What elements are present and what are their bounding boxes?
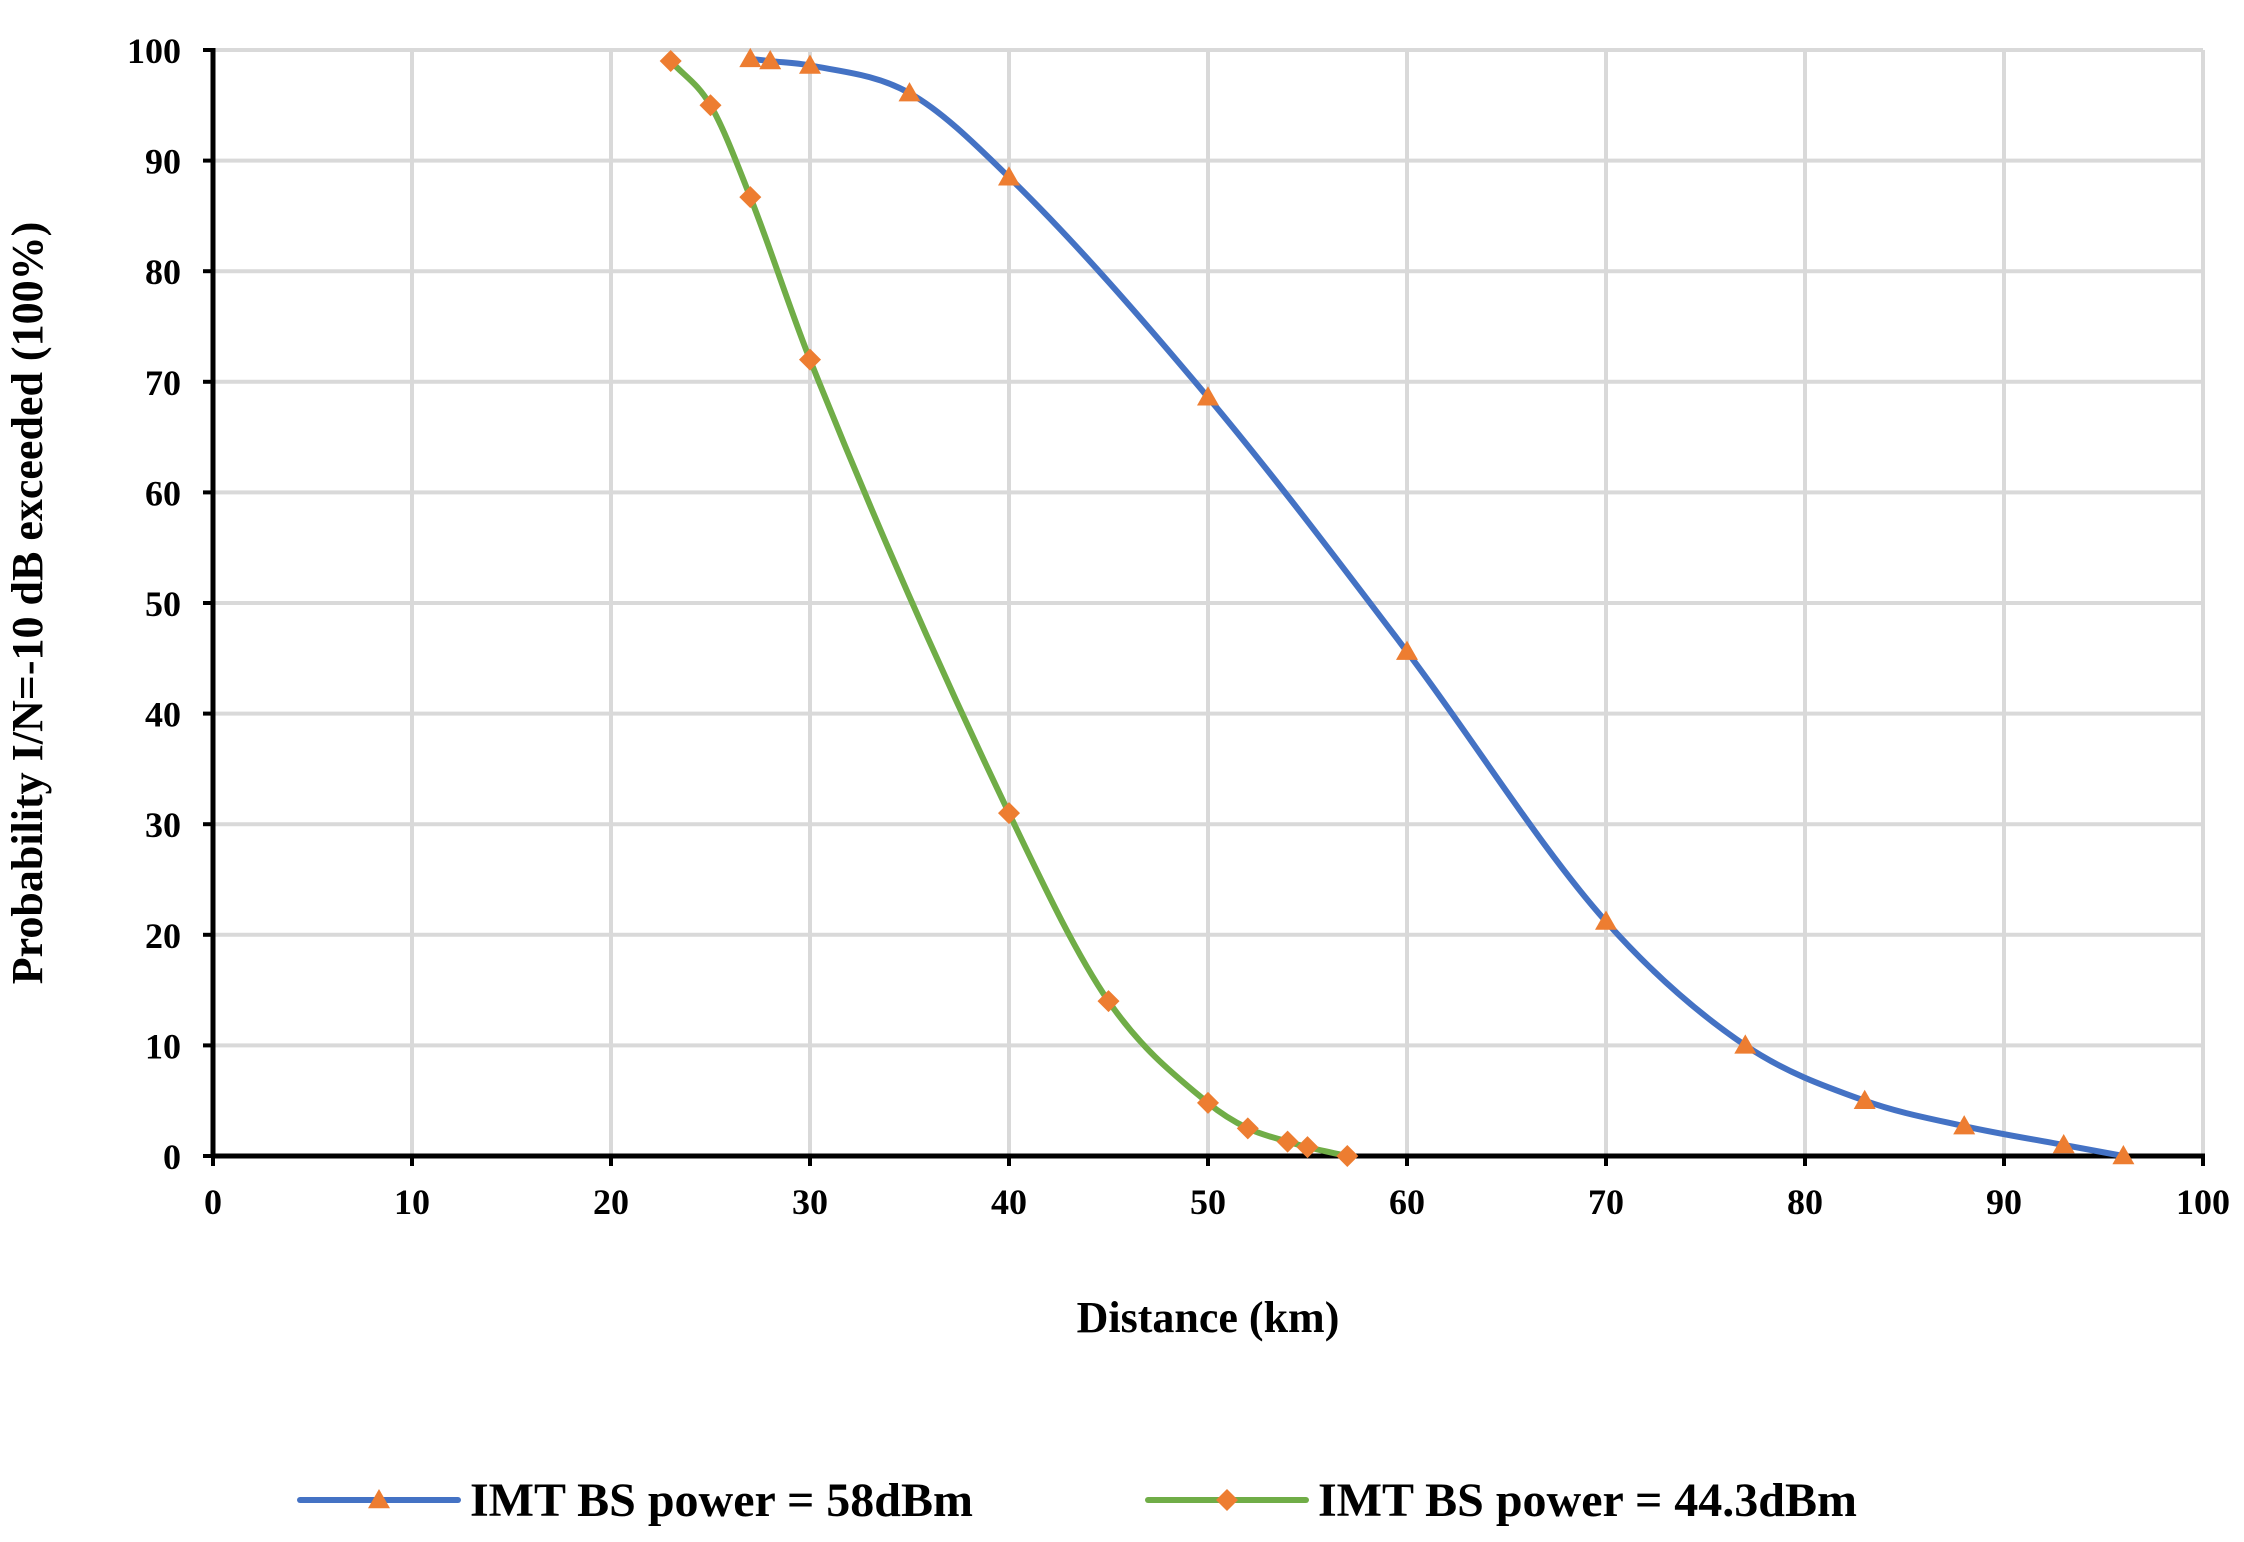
x-tick-label: 80 xyxy=(1787,1182,1823,1222)
y-tick-label: 10 xyxy=(145,1026,181,1066)
y-tick-label: 70 xyxy=(145,363,181,403)
data-point-marker xyxy=(1296,1136,1319,1159)
data-point-marker xyxy=(739,47,762,68)
x-axis-title: Distance (km) xyxy=(1077,1293,1340,1342)
data-point-marker xyxy=(2052,1133,2075,1154)
grid xyxy=(213,48,2205,1156)
series-2 xyxy=(659,50,1359,1167)
data-point-marker xyxy=(1197,386,1219,406)
data-point-marker xyxy=(898,82,921,102)
data-point-marker xyxy=(2112,1145,2135,1165)
data-point-marker xyxy=(759,50,782,70)
data-point-marker xyxy=(1197,1091,1219,1114)
y-tick-label: 50 xyxy=(145,584,181,624)
data-point-marker xyxy=(739,186,762,209)
legend-label: IMT BS power = 58dBm xyxy=(470,1474,973,1527)
y-tick-label: 20 xyxy=(145,916,181,956)
data-point-marker xyxy=(998,166,1020,186)
data-point-marker xyxy=(1396,640,1418,660)
data-point-marker xyxy=(799,348,821,371)
y-tick-label: 60 xyxy=(145,473,181,513)
data-point-marker xyxy=(1336,1145,1359,1167)
data-point-marker xyxy=(659,50,682,73)
legend-label: IMT BS power = 44.3dBm xyxy=(1318,1474,1857,1527)
data-point-marker xyxy=(1276,1130,1299,1153)
legend-swatch-marker xyxy=(1216,1489,1238,1511)
x-tick-label: 50 xyxy=(1190,1182,1226,1222)
y-tick-label: 40 xyxy=(145,695,181,735)
data-point-marker xyxy=(699,94,722,117)
x-tick-label: 70 xyxy=(1588,1182,1624,1222)
y-tick-label: 0 xyxy=(163,1137,181,1177)
series-layer xyxy=(659,47,2135,1167)
x-tick-label: 0 xyxy=(204,1182,222,1222)
y-tick-label: 90 xyxy=(145,142,181,182)
x-tick-label: 100 xyxy=(2176,1182,2230,1222)
series-line xyxy=(747,55,2127,1159)
x-tick-label: 60 xyxy=(1389,1182,1425,1222)
data-point-marker xyxy=(1734,1034,1757,1054)
legend: IMT BS power = 58dBm IMT BS power = 44.3d… xyxy=(297,1474,1857,1527)
data-point-marker xyxy=(1953,1115,1976,1135)
legend-swatch-marker xyxy=(368,1489,390,1509)
data-point-marker xyxy=(1097,990,1120,1013)
x-tick-label: 90 xyxy=(1986,1182,2022,1222)
data-point-marker xyxy=(1595,910,1617,930)
y-tick-label: 30 xyxy=(145,805,181,845)
x-tick-label: 40 xyxy=(991,1182,1027,1222)
y-tick-label: 100 xyxy=(127,31,181,71)
x-tick-label: 20 xyxy=(593,1182,629,1222)
data-point-marker xyxy=(799,54,821,74)
data-point-marker xyxy=(1853,1089,1876,1109)
legend-item: IMT BS power = 58dBm xyxy=(297,1474,973,1527)
data-point-marker xyxy=(1236,1117,1259,1140)
data-point-marker xyxy=(998,802,1020,825)
y-tick-label: 80 xyxy=(145,252,181,292)
x-tick-label: 30 xyxy=(792,1182,828,1222)
tick-labels: 0 10 20 30 40 50 60 70 80 90 100 0 10 20 30 40 50 60 70 80 9… xyxy=(127,31,2230,1222)
y-axis-title: Probability I/N=-10 dB exceeded (100%) xyxy=(3,222,52,984)
x-tick-label: 10 xyxy=(394,1182,430,1222)
axes xyxy=(203,48,2205,1166)
series-1 xyxy=(739,47,2135,1165)
legend-item: IMT BS power = 44.3dBm xyxy=(1145,1474,1857,1527)
